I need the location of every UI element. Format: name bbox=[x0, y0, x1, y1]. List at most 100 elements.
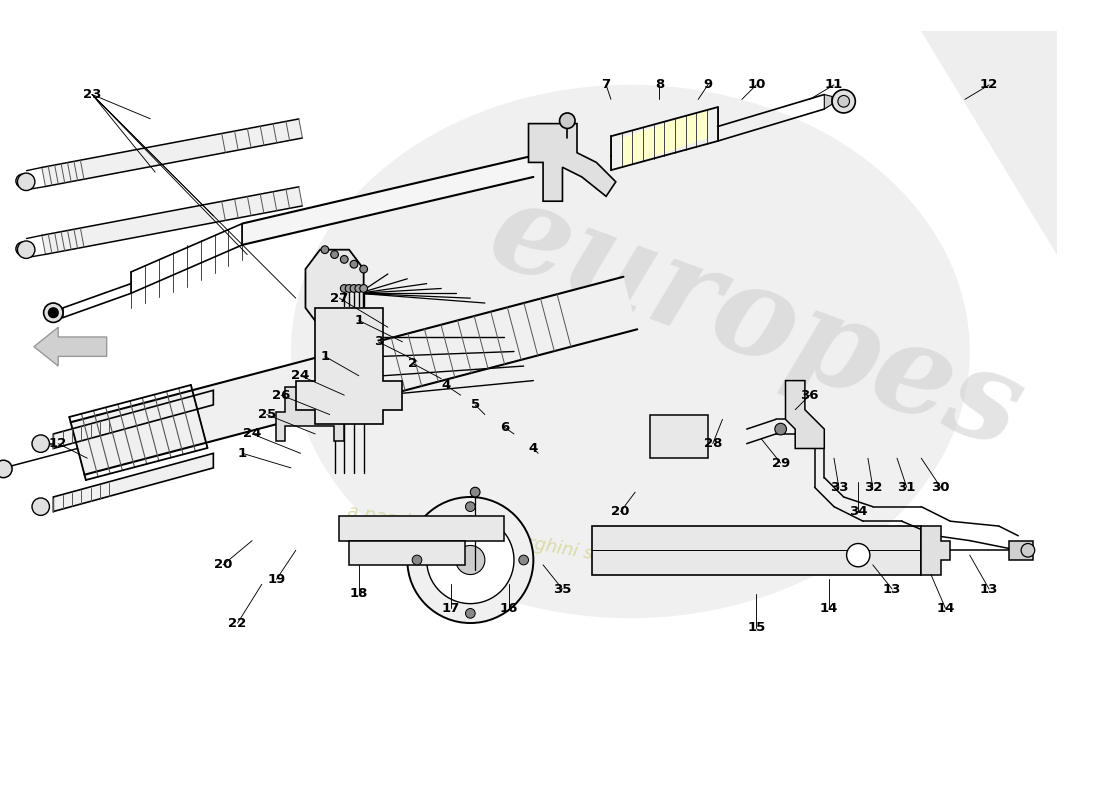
Polygon shape bbox=[824, 94, 832, 109]
Text: 4: 4 bbox=[529, 442, 538, 455]
Text: 31: 31 bbox=[898, 481, 916, 494]
Text: 3: 3 bbox=[374, 335, 383, 348]
Circle shape bbox=[321, 246, 329, 254]
Circle shape bbox=[407, 497, 534, 623]
Circle shape bbox=[350, 260, 358, 268]
Polygon shape bbox=[592, 526, 922, 574]
Text: 1: 1 bbox=[238, 447, 248, 460]
Polygon shape bbox=[306, 250, 364, 327]
Polygon shape bbox=[53, 454, 213, 511]
Circle shape bbox=[331, 250, 339, 258]
Circle shape bbox=[560, 113, 575, 129]
Text: 1: 1 bbox=[320, 350, 329, 363]
Circle shape bbox=[18, 241, 35, 258]
Text: 25: 25 bbox=[257, 408, 276, 421]
Text: 14: 14 bbox=[820, 602, 838, 615]
Text: 28: 28 bbox=[704, 437, 722, 450]
Text: a passion for Lamborghini since 1985: a passion for Lamborghini since 1985 bbox=[345, 502, 682, 579]
Circle shape bbox=[345, 285, 353, 292]
Circle shape bbox=[838, 95, 849, 107]
Text: 12: 12 bbox=[980, 78, 999, 91]
Text: 24: 24 bbox=[292, 370, 310, 382]
Text: 9: 9 bbox=[703, 78, 713, 91]
Text: 19: 19 bbox=[267, 573, 286, 586]
Polygon shape bbox=[922, 526, 950, 574]
Text: 26: 26 bbox=[272, 389, 290, 402]
Circle shape bbox=[465, 502, 475, 511]
Text: 35: 35 bbox=[553, 582, 572, 596]
Ellipse shape bbox=[290, 85, 970, 618]
Circle shape bbox=[412, 555, 421, 565]
Text: 17: 17 bbox=[442, 602, 460, 615]
Circle shape bbox=[0, 460, 12, 478]
Text: 24: 24 bbox=[243, 427, 262, 441]
Text: 22: 22 bbox=[229, 617, 246, 630]
Text: 32: 32 bbox=[864, 481, 882, 494]
Circle shape bbox=[832, 90, 856, 113]
Polygon shape bbox=[53, 308, 63, 318]
Circle shape bbox=[18, 173, 35, 190]
Circle shape bbox=[355, 285, 363, 292]
Text: 5: 5 bbox=[471, 398, 480, 411]
Polygon shape bbox=[620, 109, 708, 167]
Text: 7: 7 bbox=[602, 78, 610, 91]
Polygon shape bbox=[70, 277, 637, 474]
Circle shape bbox=[48, 308, 58, 318]
Circle shape bbox=[340, 255, 348, 263]
Text: 6: 6 bbox=[499, 421, 509, 434]
Text: 11: 11 bbox=[825, 78, 843, 91]
Circle shape bbox=[360, 285, 367, 292]
Circle shape bbox=[471, 487, 480, 497]
Text: 13: 13 bbox=[980, 582, 999, 596]
Text: 1: 1 bbox=[354, 314, 363, 327]
Text: 20: 20 bbox=[213, 558, 232, 571]
Polygon shape bbox=[922, 31, 1057, 254]
Text: 12: 12 bbox=[50, 437, 67, 450]
Polygon shape bbox=[276, 387, 343, 441]
Text: 29: 29 bbox=[771, 457, 790, 470]
Polygon shape bbox=[53, 390, 213, 449]
Circle shape bbox=[519, 555, 528, 565]
Circle shape bbox=[1021, 543, 1035, 557]
Text: 33: 33 bbox=[829, 481, 848, 494]
Polygon shape bbox=[42, 119, 303, 186]
Polygon shape bbox=[650, 414, 708, 458]
Text: 14: 14 bbox=[936, 602, 955, 615]
Text: 23: 23 bbox=[82, 88, 101, 101]
Circle shape bbox=[465, 609, 475, 618]
Polygon shape bbox=[1009, 541, 1033, 560]
Circle shape bbox=[44, 303, 63, 322]
Text: 18: 18 bbox=[350, 587, 368, 601]
Circle shape bbox=[15, 242, 30, 255]
Circle shape bbox=[455, 546, 485, 574]
Circle shape bbox=[340, 285, 348, 292]
Polygon shape bbox=[785, 381, 824, 449]
Polygon shape bbox=[528, 124, 616, 202]
Text: 15: 15 bbox=[747, 622, 766, 634]
Circle shape bbox=[32, 435, 50, 452]
Circle shape bbox=[774, 423, 786, 435]
Circle shape bbox=[32, 498, 50, 515]
Polygon shape bbox=[42, 187, 303, 254]
Circle shape bbox=[360, 266, 367, 273]
Text: 20: 20 bbox=[612, 505, 630, 518]
Polygon shape bbox=[242, 156, 534, 245]
Polygon shape bbox=[349, 541, 465, 565]
Text: 10: 10 bbox=[747, 78, 766, 91]
Text: 16: 16 bbox=[499, 602, 518, 615]
Text: 8: 8 bbox=[654, 78, 664, 91]
Circle shape bbox=[427, 516, 514, 604]
Text: 27: 27 bbox=[330, 292, 349, 305]
Text: 36: 36 bbox=[801, 389, 820, 402]
Polygon shape bbox=[296, 308, 403, 424]
Text: 2: 2 bbox=[408, 357, 417, 370]
Circle shape bbox=[15, 174, 30, 188]
Circle shape bbox=[350, 285, 358, 292]
Text: 13: 13 bbox=[883, 582, 901, 596]
Circle shape bbox=[847, 543, 870, 566]
Polygon shape bbox=[340, 516, 504, 541]
Text: 30: 30 bbox=[932, 481, 950, 494]
Text: europes: europes bbox=[474, 170, 1038, 474]
Text: 4: 4 bbox=[441, 379, 451, 392]
Text: 34: 34 bbox=[849, 505, 868, 518]
